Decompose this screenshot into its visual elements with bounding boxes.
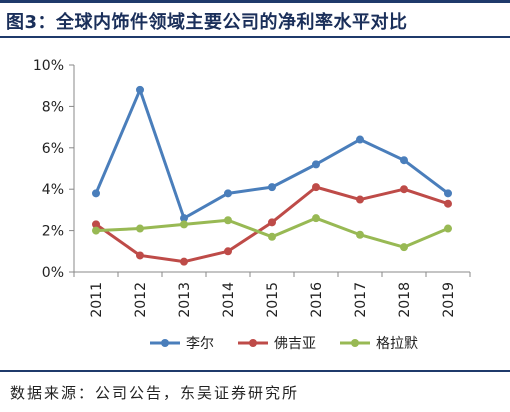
data-point xyxy=(180,214,188,223)
x-tick-label: 2014 xyxy=(221,282,237,318)
series-line xyxy=(94,88,449,220)
data-point xyxy=(224,247,232,256)
data-point xyxy=(356,230,364,239)
legend-label: 李尔 xyxy=(186,336,214,352)
data-point xyxy=(312,214,320,223)
data-point xyxy=(92,226,100,235)
data-point xyxy=(400,185,408,194)
legend-marker xyxy=(351,339,359,347)
legend-label: 格拉默 xyxy=(376,336,418,352)
data-point xyxy=(444,224,452,233)
data-point xyxy=(180,220,188,229)
data-point xyxy=(92,220,100,229)
legend-item: 佛吉亚 xyxy=(238,336,316,352)
data-point xyxy=(356,135,364,144)
y-tick-label: 10% xyxy=(33,58,64,74)
data-point xyxy=(444,189,452,198)
series-李尔 xyxy=(92,85,452,223)
source-divider xyxy=(0,370,510,372)
x-tick-label: 2011 xyxy=(89,282,105,318)
data-point xyxy=(268,183,276,192)
data-point xyxy=(444,199,452,208)
data-point xyxy=(136,224,144,233)
data-point xyxy=(400,156,408,165)
y-tick-label: 0% xyxy=(42,265,64,281)
data-point xyxy=(268,232,276,241)
title-bar: 图3：全球内饰件领域主要公司的净利率水平对比 xyxy=(0,0,510,38)
legend-label: 佛吉亚 xyxy=(274,336,316,352)
legend-item: 格拉默 xyxy=(340,336,418,352)
y-tick-label: 8% xyxy=(42,99,64,115)
series-格拉默 xyxy=(92,214,452,252)
data-point xyxy=(224,189,232,198)
data-point xyxy=(268,218,276,227)
legend: 李尔 佛吉亚 格拉默 xyxy=(150,336,418,352)
legend-item: 李尔 xyxy=(150,336,214,352)
x-tick-label: 2013 xyxy=(177,282,193,318)
series-佛吉亚 xyxy=(92,183,452,266)
x-tick-label: 2015 xyxy=(265,282,281,318)
y-tick-label: 6% xyxy=(42,141,64,157)
x-tick-label: 2016 xyxy=(309,282,325,318)
data-point xyxy=(224,216,232,225)
data-point xyxy=(312,160,320,169)
y-tick-label: 4% xyxy=(42,182,64,198)
x-tick-label: 2012 xyxy=(133,282,149,318)
data-point xyxy=(180,257,188,266)
data-point xyxy=(312,183,320,192)
net-margin-line-chart: 0% 2% 4% 6% 8% 10% 2011 2012 2013 2014 2015 2016 201… xyxy=(33,58,471,352)
legend-marker xyxy=(161,339,169,347)
data-point xyxy=(136,251,144,260)
x-tick-label: 2017 xyxy=(353,282,369,318)
data-point xyxy=(400,243,408,252)
y-tick-label: 2% xyxy=(42,224,64,240)
data-point xyxy=(92,189,100,198)
source-note: 数据来源：公司公告，东吴证券研究所 xyxy=(10,384,300,402)
data-point xyxy=(356,195,364,204)
series-lines xyxy=(92,85,452,266)
data-point xyxy=(136,85,144,94)
x-tick-label: 2018 xyxy=(397,282,413,318)
legend-marker xyxy=(249,339,257,347)
x-tick-label: 2019 xyxy=(441,282,457,318)
axes: 0% 2% 4% 6% 8% 10% 2011 2012 2013 2014 2015 2016 201… xyxy=(33,58,471,318)
chart-title: 图3：全球内饰件领域主要公司的净利率水平对比 xyxy=(6,12,408,33)
